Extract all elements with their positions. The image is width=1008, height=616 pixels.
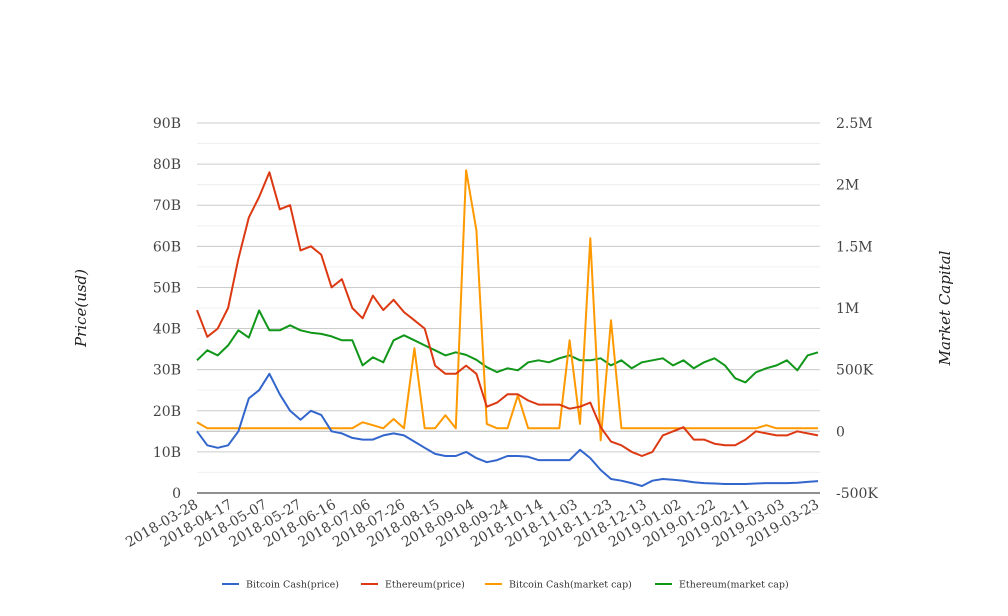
right-tick-label: 500K <box>836 363 874 379</box>
right-tick-label: 2.5M <box>836 116 873 132</box>
right-tick-label: 2M <box>836 178 859 194</box>
left-tick-label: 60B <box>153 239 181 255</box>
right-tick-label: 1M <box>836 301 859 317</box>
left-tick-label: 0 <box>172 486 181 502</box>
left-tick-label: 30B <box>153 363 181 379</box>
right-tick-label: 0 <box>836 424 845 440</box>
legend-label: Bitcoin Cash(market cap) <box>509 580 632 591</box>
series-line-ethereum-market-cap <box>196 309 819 384</box>
legend: Bitcoin Cash(price) Ethereum(price) Bitcoi… <box>222 580 789 591</box>
left-tick-label: 80B <box>153 157 181 173</box>
legend-label: Bitcoin Cash(price) <box>246 580 339 591</box>
left-axis-title: Price(usd) <box>72 269 90 348</box>
gridlines <box>197 122 820 514</box>
right-axis-ticks: -500K 0 500K 1M 1.5M 2M 2.5M <box>836 116 878 502</box>
series-line-ethereum-price <box>196 171 819 457</box>
series-line-bitcoin-cash-market-cap <box>196 169 818 442</box>
x-axis-ticks: 2018-03-282018-04-172018-05-072018-05-27… <box>123 497 822 551</box>
legend-label: Ethereum(market cap) <box>679 580 789 591</box>
left-axis-ticks: 0 10B 20B 30B 40B 50B 60B 70B 80B 90B <box>153 116 181 502</box>
left-tick-label: 10B <box>153 445 181 461</box>
left-tick-label: 50B <box>153 280 181 296</box>
series-lines <box>196 169 819 487</box>
left-tick-label: 70B <box>153 198 181 214</box>
left-tick-label: 40B <box>153 322 181 338</box>
left-tick-label: 20B <box>153 404 181 420</box>
right-tick-label: 1.5M <box>836 239 873 255</box>
left-tick-label: 90B <box>153 116 181 132</box>
legend-label: Ethereum(price) <box>385 580 465 591</box>
right-tick-label: -500K <box>836 486 878 502</box>
series-line-bitcoin-cash-price <box>196 372 819 487</box>
right-axis-title: Market Capital <box>936 250 954 366</box>
